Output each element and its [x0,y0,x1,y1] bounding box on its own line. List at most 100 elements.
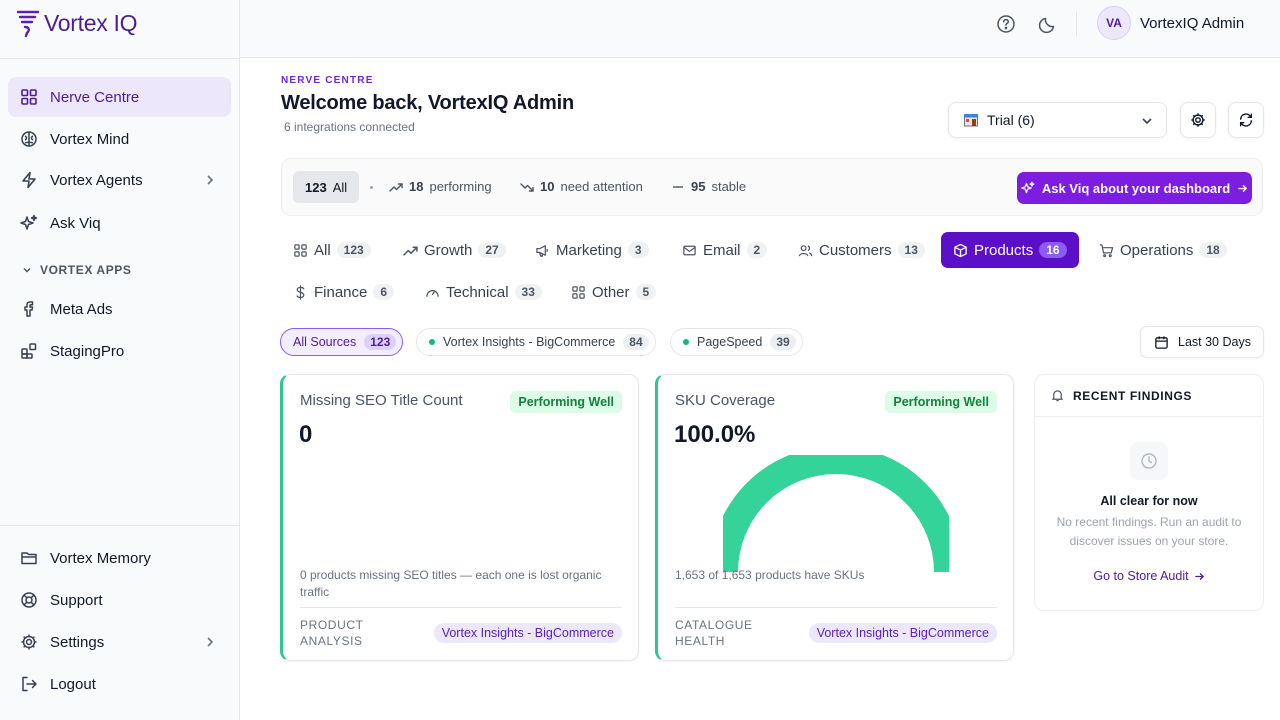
sku-coverage-gauge [723,455,949,573]
cart-icon [1099,243,1114,257]
sidebar-item-settings[interactable]: Settings [8,622,231,662]
trend-down-icon [520,182,534,192]
sidebar-item-label: Support [50,591,103,609]
tab-count: 27 [478,242,506,258]
gauge-icon [426,289,439,297]
app-name: Vortex IQ [44,9,138,36]
tab-label: Technical [446,283,509,301]
source-tag: Vortex Insights - BigCommerce [433,623,622,643]
sparkles-icon [20,214,38,230]
sidebar: Vortex IQ Nerve Centre Vortex Mind Vorte… [0,0,240,720]
logout-icon [22,676,37,692]
lightning-icon [22,171,36,189]
tab-email[interactable]: Email 2 [670,232,779,268]
gauge-fill [723,455,949,573]
performing-count: 18 [409,179,424,194]
tab-label: Products [974,241,1034,259]
tab-marketing[interactable]: Marketing 3 [523,232,661,268]
tab-count: 3 [627,242,649,258]
recent-findings-panel: RECENT FINDINGS All clear for now No rec… [1034,374,1264,611]
tab-technical[interactable]: Technical 33 [413,274,554,310]
sidebar-item-ask-viq[interactable]: Ask Viq [8,203,231,243]
vortex-apps-section-toggle[interactable]: VORTEX APPS [22,263,132,277]
source-filter-bigcommerce[interactable]: Vortex Insights - BigCommerce 84 [416,328,656,356]
tab-count: 18 [1199,242,1227,258]
go-to-store-audit-link[interactable]: Go to Store Audit [1035,569,1263,583]
tab-label: Customers [819,241,892,259]
store-select[interactable]: Trial (6) [948,102,1167,138]
refresh-icon [1239,113,1253,127]
sidebar-item-nerve-centre[interactable]: Nerve Centre [8,77,231,117]
filter-need-attention[interactable]: 10 need attention [520,179,643,194]
empty-state-title: All clear for now [1100,494,1198,508]
dollar-icon [296,284,305,300]
tab-label: Operations [1120,241,1194,259]
sidebar-item-support[interactable]: Support [8,580,231,620]
grid-icon [294,243,307,257]
chevron-right-icon [207,637,214,647]
filter-performing[interactable]: 18 performing [389,179,492,194]
filter-all-button[interactable]: 123 All [293,171,360,203]
attention-count: 10 [540,179,555,194]
moon-icon[interactable] [1038,14,1058,34]
stable-label: stable [711,179,747,194]
sidebar-item-label: Nerve Centre [50,88,140,106]
trend-up-icon [403,246,418,256]
brain-icon [21,131,37,147]
chevron-down-icon [23,267,31,273]
date-range-button[interactable]: Last 30 Days [1140,326,1264,358]
box-icon [954,243,967,257]
metric-card-missing-seo-title[interactable]: Missing SEO Title Count Performing Well … [280,374,639,661]
card-value: 0 [299,421,313,448]
tab-count: 33 [514,284,542,300]
link-label: Go to Store Audit [1093,569,1189,583]
card-category-line: CATALOGUE [675,618,753,632]
sidebar-item-label: Logout [50,675,96,693]
status-dot [429,339,435,345]
grid-icon [572,285,585,299]
filter-stable[interactable]: 95 stable [671,179,746,194]
sidebar-item-label: Vortex Memory [50,549,151,567]
avatar[interactable]: VA [1097,6,1131,40]
source-filter-pagespeed[interactable]: PageSpeed 39 [670,328,803,356]
blocks-icon [21,343,37,359]
tab-count: 123 [336,242,371,258]
all-count: 123 [305,179,327,195]
summary-bar: 123 All 18 performing 10 need attention … [281,158,1263,216]
clock-icon [1141,453,1157,469]
gear-icon [1191,113,1205,127]
refresh-button[interactable] [1228,102,1264,138]
source-count: 84 [623,334,649,350]
dashboard-settings-button[interactable] [1180,102,1216,138]
tab-other[interactable]: Other 5 [559,274,668,310]
tab-label: All [314,241,331,259]
sidebar-item-vortex-agents[interactable]: Vortex Agents [8,160,231,200]
facebook-icon [24,301,34,317]
sidebar-item-vortex-mind[interactable]: Vortex Mind [8,119,231,159]
tab-customers[interactable]: Customers 13 [786,232,937,268]
sidebar-item-vortex-memory[interactable]: Vortex Memory [8,538,231,578]
attention-label: need attention [560,179,643,194]
tab-growth[interactable]: Growth 27 [391,232,518,268]
tab-finance[interactable]: Finance 6 [281,274,406,310]
metric-card-sku-coverage[interactable]: SKU Coverage Performing Well 100.0% 1,65… [655,374,1014,661]
sidebar-item-meta-ads[interactable]: Meta Ads [8,289,231,329]
tab-operations[interactable]: Operations 18 [1087,232,1239,268]
help-icon[interactable] [996,14,1016,34]
tab-all[interactable]: All 123 [281,232,383,268]
sidebar-item-label: Ask Viq [50,214,101,232]
card-category: CATALOGUE HEALTH [675,617,753,649]
topbar: VA VortexIQ Admin [240,0,1280,58]
app-logo[interactable]: Vortex IQ [16,8,137,38]
ask-viq-dashboard-button[interactable]: Ask Viq about your dashboard [1017,172,1252,204]
sidebar-item-logout[interactable]: Logout [8,664,231,704]
ask-viq-label: Ask Viq about your dashboard [1041,180,1231,196]
source-filter-all[interactable]: All Sources 123 [280,328,404,356]
divider [300,607,622,608]
sidebar-item-label: Settings [50,633,105,651]
tab-products[interactable]: Products 16 [941,232,1079,268]
card-category: PRODUCT ANALYSIS [300,617,364,649]
source-label: PageSpeed [697,335,763,349]
user-name[interactable]: VortexIQ Admin [1140,15,1245,32]
sidebar-item-stagingpro[interactable]: StagingPro [8,331,231,371]
